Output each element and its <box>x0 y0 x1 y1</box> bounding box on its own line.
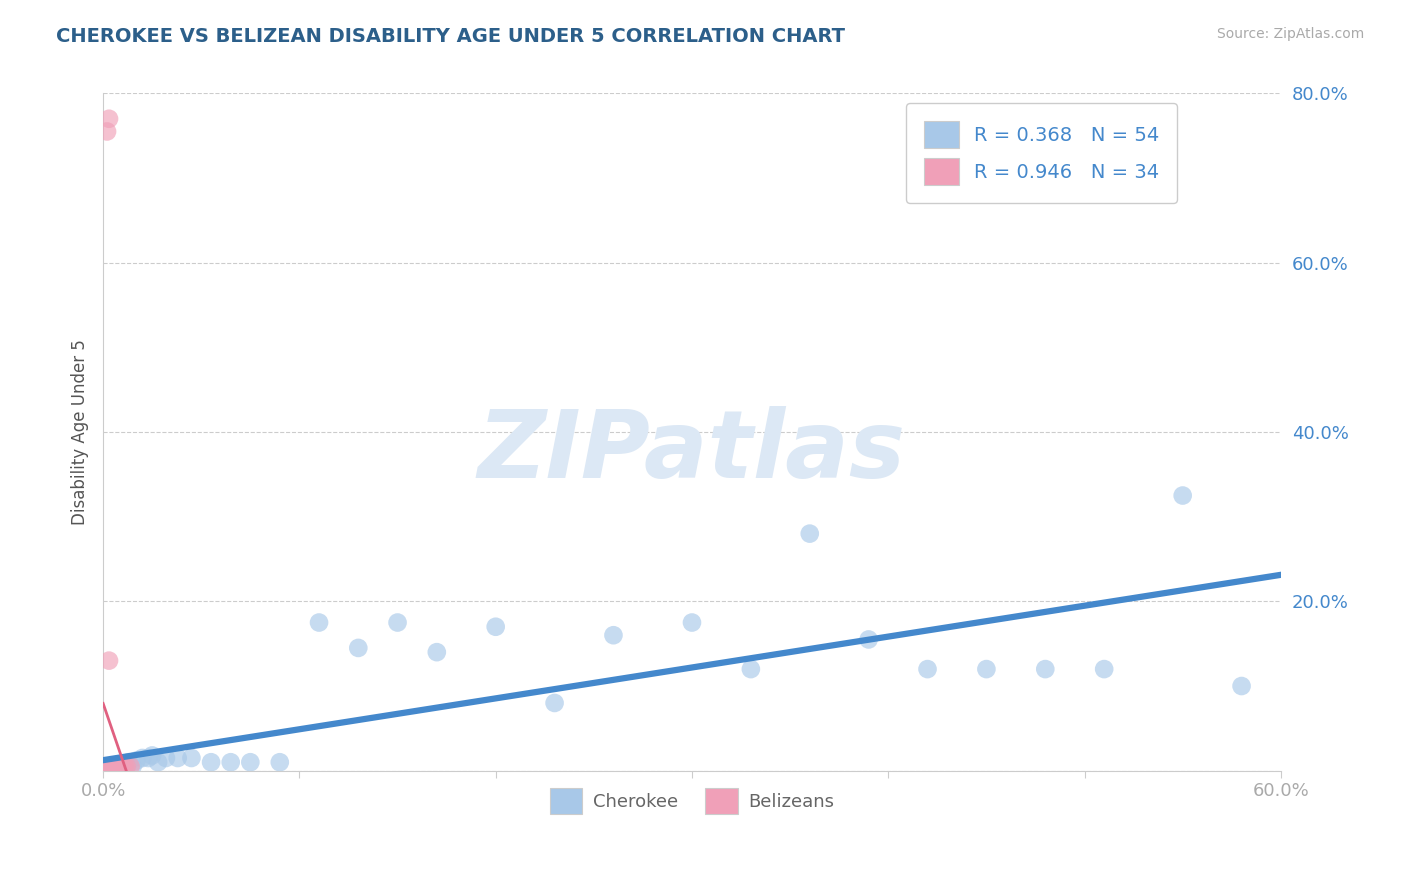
Point <box>180 751 202 765</box>
Y-axis label: Disability Age Under 5: Disability Age Under 5 <box>72 339 89 525</box>
Point <box>131 751 153 765</box>
Point <box>117 756 139 770</box>
Point <box>96 759 118 773</box>
Point <box>98 759 121 773</box>
Point <box>101 759 124 773</box>
Point <box>111 759 134 773</box>
Point <box>1230 679 1253 693</box>
Point <box>602 628 624 642</box>
Point <box>98 759 121 773</box>
Point <box>98 654 121 668</box>
Point <box>96 759 118 773</box>
Point <box>101 759 124 773</box>
Point <box>94 759 117 773</box>
Point <box>121 759 143 773</box>
Point <box>100 759 122 773</box>
Point <box>917 662 939 676</box>
Point <box>96 759 118 773</box>
Point <box>96 124 118 138</box>
Point <box>114 759 136 773</box>
Point <box>96 759 118 773</box>
Point <box>120 759 142 773</box>
Point <box>100 759 122 773</box>
Point <box>94 759 117 773</box>
Point <box>96 759 118 773</box>
Point <box>105 759 128 773</box>
Point <box>94 759 117 773</box>
Point <box>100 759 122 773</box>
Point <box>799 526 821 541</box>
Point <box>740 662 762 676</box>
Point <box>101 759 124 773</box>
Point <box>858 632 880 647</box>
Point <box>98 759 121 773</box>
Point <box>166 751 188 765</box>
Point <box>219 756 242 770</box>
Point <box>101 759 124 773</box>
Point <box>100 759 122 773</box>
Point <box>94 759 117 773</box>
Point <box>114 759 136 773</box>
Point <box>94 759 117 773</box>
Point <box>269 756 291 770</box>
Legend: Cherokee, Belizeans: Cherokee, Belizeans <box>540 779 844 822</box>
Point <box>141 748 163 763</box>
Point <box>100 759 122 773</box>
Point <box>108 759 131 773</box>
Point <box>104 759 127 773</box>
Point <box>308 615 330 630</box>
Point <box>1033 662 1056 676</box>
Point <box>96 759 118 773</box>
Point <box>347 640 370 655</box>
Point <box>110 759 132 773</box>
Point <box>1171 489 1194 503</box>
Point <box>101 759 124 773</box>
Point <box>387 615 409 630</box>
Point <box>101 759 124 773</box>
Point <box>96 759 118 773</box>
Point <box>125 754 148 768</box>
Text: CHEROKEE VS BELIZEAN DISABILITY AGE UNDER 5 CORRELATION CHART: CHEROKEE VS BELIZEAN DISABILITY AGE UNDE… <box>56 27 845 45</box>
Point <box>94 759 117 773</box>
Point <box>115 759 138 773</box>
Point <box>105 759 128 773</box>
Point <box>239 756 262 770</box>
Point <box>110 759 132 773</box>
Point <box>111 759 134 773</box>
Point <box>104 759 127 773</box>
Text: Source: ZipAtlas.com: Source: ZipAtlas.com <box>1216 27 1364 41</box>
Point <box>105 759 128 773</box>
Point <box>108 759 131 773</box>
Point <box>146 756 169 770</box>
Point <box>104 759 127 773</box>
Point <box>98 112 121 126</box>
Point <box>485 620 508 634</box>
Point <box>1092 662 1115 676</box>
Point <box>155 751 177 765</box>
Point <box>115 759 138 773</box>
Point <box>136 751 159 765</box>
Point <box>94 759 117 773</box>
Point <box>98 759 121 773</box>
Point <box>543 696 565 710</box>
Point <box>105 759 128 773</box>
Point <box>94 759 117 773</box>
Point <box>96 759 118 773</box>
Text: ZIPatlas: ZIPatlas <box>478 407 905 499</box>
Point <box>96 759 118 773</box>
Point <box>104 759 127 773</box>
Point <box>681 615 703 630</box>
Point <box>108 759 131 773</box>
Point <box>200 756 222 770</box>
Point <box>98 759 121 773</box>
Point <box>426 645 449 659</box>
Point <box>94 759 117 773</box>
Point <box>94 759 117 773</box>
Point <box>98 759 121 773</box>
Point <box>976 662 998 676</box>
